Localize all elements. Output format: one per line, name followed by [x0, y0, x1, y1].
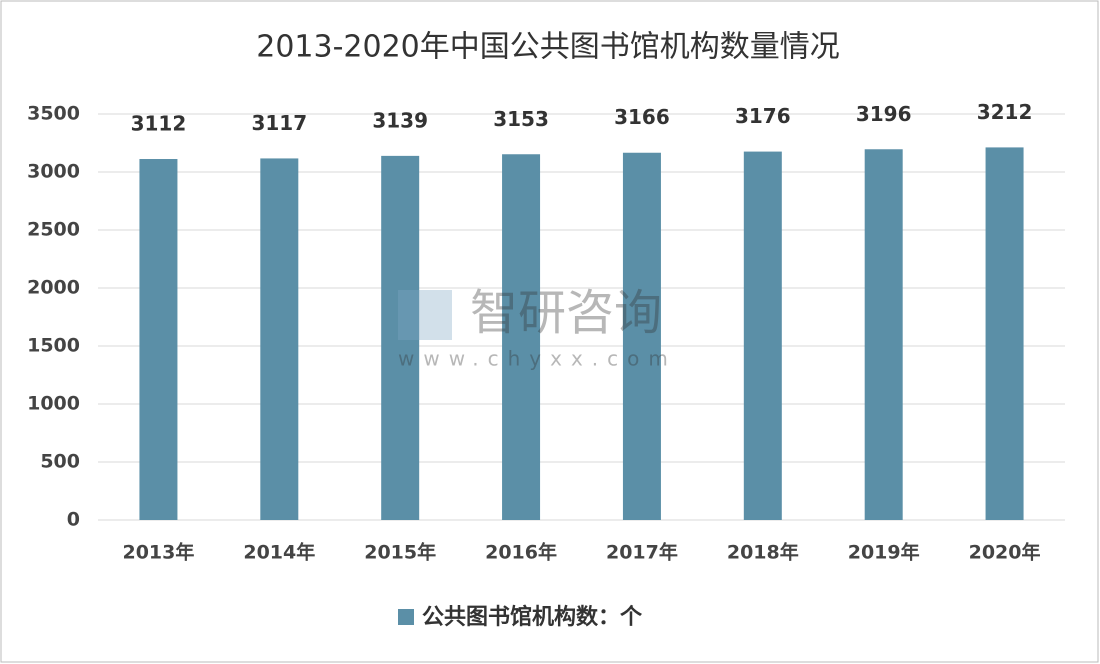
x-tick-label: 2019年 — [848, 541, 920, 564]
x-tick-label: 2018年 — [727, 541, 799, 564]
x-tick-label: 2017年 — [606, 541, 678, 564]
y-tick-label: 1500 — [27, 335, 80, 357]
data-label: 3112 — [131, 112, 187, 136]
watermark-text: 智研咨询 — [470, 285, 662, 341]
x-tick-label: 2020年 — [969, 541, 1041, 564]
data-label: 3117 — [251, 111, 307, 135]
y-tick-label: 500 — [40, 451, 80, 473]
legend-label: 公共图书馆机构数：个 — [422, 604, 643, 630]
x-tick-label: 2016年 — [485, 541, 557, 564]
data-label: 3166 — [614, 105, 670, 129]
y-tick-label: 3000 — [27, 161, 80, 183]
data-label: 3139 — [372, 108, 428, 132]
chart-title: 2013-2020年中国公共图书馆机构数量情况 — [256, 30, 840, 65]
data-label: 3153 — [493, 107, 549, 131]
y-tick-label: 3500 — [27, 103, 80, 125]
y-tick-label: 0 — [67, 509, 80, 531]
watermark-url: www.chyxx.com — [398, 347, 677, 371]
watermark-logo — [398, 290, 452, 340]
data-label: 3176 — [735, 104, 791, 128]
bar — [381, 155, 420, 520]
y-tick-label: 1000 — [27, 393, 80, 415]
data-label: 3212 — [977, 100, 1033, 124]
bar — [985, 147, 1024, 520]
bar — [139, 159, 178, 520]
x-tick-label: 2015年 — [364, 541, 436, 564]
watermark: 智研咨询 www.chyxx.com — [398, 285, 677, 371]
x-tick-label: 2014年 — [243, 541, 315, 564]
bar — [622, 152, 661, 520]
bar — [864, 149, 903, 520]
bar — [260, 158, 299, 521]
x-tick-label: 2013年 — [122, 541, 194, 564]
y-tick-label: 2500 — [27, 219, 80, 241]
legend: 公共图书馆机构数：个 — [398, 604, 643, 630]
y-tick-label: 2000 — [27, 277, 80, 299]
bar — [502, 154, 541, 520]
bar — [743, 151, 782, 521]
legend-swatch — [398, 609, 414, 625]
data-label: 3196 — [856, 102, 912, 126]
